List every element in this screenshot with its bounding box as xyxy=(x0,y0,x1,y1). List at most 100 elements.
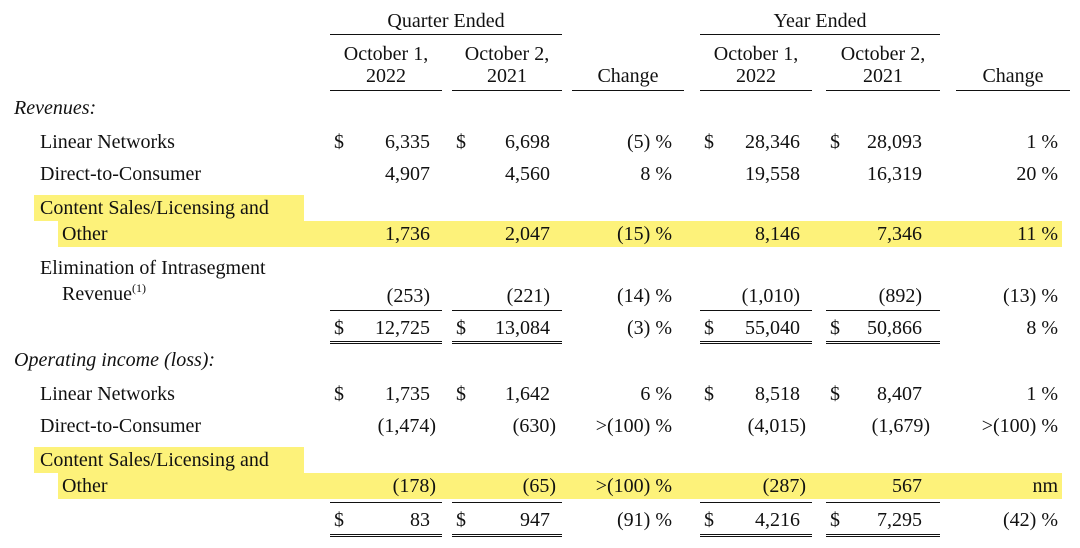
cell-change: 8 % xyxy=(640,163,672,185)
total-double-rule xyxy=(826,534,940,537)
cell-value: (4,015) xyxy=(747,415,806,437)
header-col-y22-l1: October 1, xyxy=(713,43,799,65)
row-label-cont: Other xyxy=(62,475,108,497)
cell-value: (287) xyxy=(762,475,806,497)
cell-total: 4,216 xyxy=(755,509,800,531)
header-rule-q21 xyxy=(452,90,562,91)
row-label: Content Sales/Licensing and xyxy=(40,449,269,471)
highlight-rev-content-label xyxy=(34,195,304,221)
currency-symbol: $ xyxy=(830,383,840,405)
currency-symbol: $ xyxy=(334,383,344,405)
cell-change: 20 % xyxy=(1016,163,1058,185)
cell-value: 8,407 xyxy=(877,383,922,405)
currency-symbol: $ xyxy=(456,317,466,339)
total-double-rule xyxy=(700,341,812,344)
currency-symbol: $ xyxy=(334,131,344,153)
header-year-rule xyxy=(700,34,940,35)
cell-value: 16,319 xyxy=(867,163,922,185)
row-label-cont: Other xyxy=(62,223,108,245)
header-quarter-ended: Quarter Ended xyxy=(387,10,505,32)
row-label: Content Sales/Licensing and xyxy=(40,197,269,219)
cell-change: (15) % xyxy=(617,223,672,245)
footnote-marker: (1) xyxy=(131,281,146,295)
cell-change: (13) % xyxy=(1003,285,1058,307)
currency-symbol: $ xyxy=(704,131,714,153)
cell-change: (3) % xyxy=(627,317,672,339)
cell-value: (1,010) xyxy=(741,285,800,307)
row-label: Direct-to-Consumer xyxy=(40,163,202,185)
subtotal-rule xyxy=(452,310,562,311)
cell-value: 1,736 xyxy=(385,223,430,245)
total-double-rule xyxy=(330,341,442,344)
cell-total: 13,084 xyxy=(495,317,550,339)
cell-total: 50,866 xyxy=(867,317,922,339)
header-rule-y21 xyxy=(826,90,940,91)
cell-change: 11 % xyxy=(1017,223,1058,245)
cell-value: (65) xyxy=(522,475,556,497)
highlight-rev-content-row xyxy=(58,221,1062,247)
header-col-q22-l2: 2022 xyxy=(366,65,406,87)
header-col-y21-l1: October 2, xyxy=(840,43,926,65)
currency-symbol: $ xyxy=(334,317,344,339)
cell-total: 7,295 xyxy=(877,509,922,531)
cell-value: (630) xyxy=(512,415,556,437)
cell-value: 4,560 xyxy=(505,163,550,185)
currency-symbol: $ xyxy=(704,509,714,531)
cell-change: 1 % xyxy=(1026,131,1058,153)
cell-total: 83 xyxy=(410,509,430,531)
elim-label-text: Revenue xyxy=(62,283,132,305)
total-double-rule xyxy=(826,341,940,344)
cell-change: >(100) % xyxy=(981,415,1058,437)
cell-value: 6,698 xyxy=(505,131,550,153)
currency-symbol: $ xyxy=(830,131,840,153)
section-title-operating: Operating income (loss): xyxy=(14,349,216,371)
subtotal-rule xyxy=(700,502,812,503)
header-col-q-change: Change xyxy=(597,65,659,87)
section-title-revenues: Revenues: xyxy=(14,97,97,119)
currency-symbol: $ xyxy=(456,509,466,531)
header-rule-q22 xyxy=(330,90,442,91)
cell-value: (1,474) xyxy=(377,415,436,437)
cell-value: 28,093 xyxy=(867,131,922,153)
cell-change: (14) % xyxy=(617,285,672,307)
subtotal-rule xyxy=(826,502,940,503)
cell-change: 8 % xyxy=(1026,317,1058,339)
cell-value: 19,558 xyxy=(745,163,800,185)
cell-value: 1,735 xyxy=(385,383,430,405)
cell-value: (178) xyxy=(392,475,436,497)
row-label: Linear Networks xyxy=(40,131,175,153)
subtotal-rule xyxy=(452,502,562,503)
cell-change: 1 % xyxy=(1026,383,1058,405)
subtotal-rule xyxy=(700,310,812,311)
row-label: Elimination of Intrasegment xyxy=(40,257,266,279)
cell-value: 4,907 xyxy=(385,163,430,185)
cell-change: (91) % xyxy=(617,509,672,531)
row-label-cont: Revenue(1) xyxy=(62,282,146,306)
header-col-q22-l1: October 1, xyxy=(343,43,429,65)
total-double-rule xyxy=(452,534,562,537)
total-double-rule xyxy=(330,534,442,537)
header-year-ended: Year Ended xyxy=(773,10,867,32)
cell-value: 567 xyxy=(892,475,922,497)
header-col-q21-l2: 2021 xyxy=(487,65,527,87)
row-label: Linear Networks xyxy=(40,383,175,405)
currency-symbol: $ xyxy=(830,317,840,339)
cell-value: 8,146 xyxy=(755,223,800,245)
cell-value: 7,346 xyxy=(877,223,922,245)
cell-value: 8,518 xyxy=(755,383,800,405)
currency-symbol: $ xyxy=(704,317,714,339)
header-rule-yc xyxy=(956,90,1070,91)
cell-change: >(100) % xyxy=(595,415,672,437)
subtotal-rule xyxy=(330,502,442,503)
cell-value: 1,642 xyxy=(505,383,550,405)
cell-value: 2,047 xyxy=(505,223,550,245)
header-col-q21-l1: October 2, xyxy=(464,43,550,65)
total-double-rule xyxy=(700,534,812,537)
header-col-y22-l2: 2022 xyxy=(736,65,776,87)
currency-symbol: $ xyxy=(830,509,840,531)
cell-value: 28,346 xyxy=(745,131,800,153)
total-double-rule xyxy=(452,341,562,344)
row-label: Direct-to-Consumer xyxy=(40,415,202,437)
cell-change: (5) % xyxy=(627,131,672,153)
